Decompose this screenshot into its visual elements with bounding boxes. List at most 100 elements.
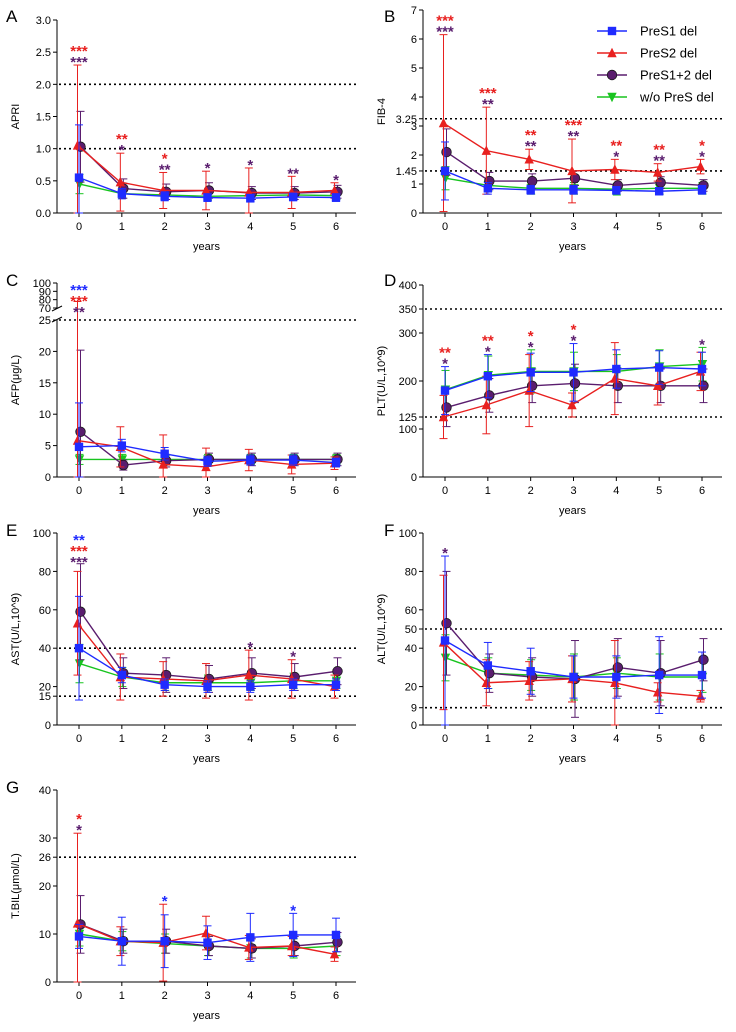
data-point bbox=[612, 364, 621, 374]
x-tick-label: 3 bbox=[570, 221, 576, 233]
panel-letter: B bbox=[384, 7, 395, 26]
x-tick-label: 0 bbox=[442, 733, 448, 745]
data-point bbox=[160, 449, 169, 458]
significance-marker: * bbox=[442, 356, 448, 373]
series-s12 bbox=[441, 570, 709, 718]
y-tick-label: 60 bbox=[39, 605, 51, 617]
legend-marker bbox=[607, 26, 617, 36]
data-point bbox=[72, 435, 83, 445]
data-point bbox=[329, 185, 340, 195]
data-point bbox=[610, 677, 620, 687]
series-s12 bbox=[75, 563, 343, 693]
data-point bbox=[203, 193, 212, 202]
data-point bbox=[438, 411, 449, 422]
significance-marker: ** bbox=[287, 165, 299, 182]
significance-marker: ** bbox=[610, 137, 622, 154]
y-tick-label: 0.5 bbox=[36, 176, 51, 188]
data-point bbox=[160, 680, 169, 689]
significance-marker: * bbox=[485, 344, 491, 361]
significance-marker: ** bbox=[482, 96, 494, 113]
x-tick-label: 3 bbox=[570, 485, 576, 497]
y-tick-label: 3 bbox=[411, 121, 417, 133]
data-point bbox=[440, 386, 450, 395]
data-point bbox=[244, 942, 254, 952]
data-point bbox=[524, 385, 534, 395]
data-point bbox=[654, 670, 664, 680]
data-point bbox=[117, 937, 127, 946]
data-point bbox=[440, 166, 450, 176]
data-point bbox=[332, 666, 343, 677]
y-tick-label: 100 bbox=[33, 528, 51, 540]
y-tick-label: 9 bbox=[411, 703, 417, 715]
data-point bbox=[74, 932, 84, 941]
x-tick-label: 3 bbox=[204, 221, 210, 233]
legend-item-s1: PreS1 del bbox=[597, 24, 697, 39]
x-tick-label: 0 bbox=[76, 485, 82, 497]
significance-marker: ** bbox=[525, 138, 537, 155]
data-point bbox=[115, 176, 126, 187]
significance-marker: * bbox=[528, 328, 534, 345]
data-point bbox=[72, 918, 83, 928]
series-s1 bbox=[74, 595, 341, 701]
data-point bbox=[569, 185, 578, 194]
data-point bbox=[524, 154, 534, 164]
data-point bbox=[288, 680, 298, 689]
data-point bbox=[246, 194, 255, 203]
significance-marker: *** bbox=[70, 43, 88, 60]
y-tick-label: 2.0 bbox=[36, 79, 51, 91]
data-point bbox=[612, 186, 621, 195]
data-point bbox=[288, 192, 298, 202]
y-tick-label: 5 bbox=[411, 63, 417, 75]
x-tick-label: 4 bbox=[613, 733, 619, 745]
y-axis-title: AST(U/L,10^9) bbox=[10, 593, 22, 665]
data-point bbox=[697, 670, 707, 680]
significance-marker: *** bbox=[70, 54, 88, 71]
significance-marker: * bbox=[119, 142, 125, 159]
y-tick-label: 0 bbox=[411, 472, 417, 484]
significance-marker: * bbox=[76, 811, 82, 828]
legend-item-s12: PreS1+2 del bbox=[597, 68, 712, 83]
x-tick-label: 2 bbox=[528, 733, 534, 745]
data-point bbox=[481, 677, 492, 687]
panel-letter: A bbox=[6, 7, 18, 26]
significance-marker: * bbox=[247, 157, 253, 174]
x-tick-label: 4 bbox=[247, 990, 253, 1002]
y-tick-label: 40 bbox=[39, 785, 51, 797]
legend-label: PreS1+2 del bbox=[640, 68, 712, 83]
legend-item-s2: PreS2 del bbox=[597, 46, 697, 61]
data-point bbox=[74, 173, 84, 182]
y-tick-label: 70 bbox=[39, 303, 51, 315]
panel-f: F 0 9 20 40 50 60 80 100 0 1 2 3 4 5 6 years ALT(U/L,10^9… bbox=[376, 521, 722, 765]
data-point bbox=[72, 618, 83, 628]
series-s1 bbox=[440, 141, 707, 201]
significance-marker: ** bbox=[653, 153, 665, 170]
x-tick-label: 0 bbox=[442, 485, 448, 497]
y-tick-label: 40 bbox=[39, 643, 51, 655]
x-tick-label: 1 bbox=[485, 221, 491, 233]
significance-marker: ** bbox=[73, 304, 85, 321]
y-tick-label: 15 bbox=[39, 691, 51, 703]
data-point bbox=[441, 618, 452, 629]
y-axis-title: ALT(U/L,10^9) bbox=[376, 594, 388, 664]
y-tick-label: 26 bbox=[39, 852, 51, 864]
y-axis-title: AFP(μg/L) bbox=[10, 355, 22, 405]
legend-label: w/o PreS del bbox=[639, 90, 714, 105]
x-tick-label: 4 bbox=[247, 221, 253, 233]
y-tick-label: 25 bbox=[39, 315, 51, 327]
series-s2 bbox=[72, 64, 340, 214]
y-tick-label: 50 bbox=[405, 624, 417, 636]
series-s1 bbox=[440, 343, 707, 416]
data-point bbox=[652, 380, 663, 390]
panel-letter: C bbox=[6, 271, 18, 290]
data-point bbox=[441, 402, 452, 413]
y-tick-label: 80 bbox=[405, 566, 417, 578]
significance-marker: * bbox=[699, 137, 705, 154]
y-tick-label: 1.45 bbox=[396, 166, 417, 178]
significance-marker: * bbox=[205, 160, 211, 177]
data-point bbox=[483, 184, 493, 193]
data-point bbox=[441, 146, 452, 158]
